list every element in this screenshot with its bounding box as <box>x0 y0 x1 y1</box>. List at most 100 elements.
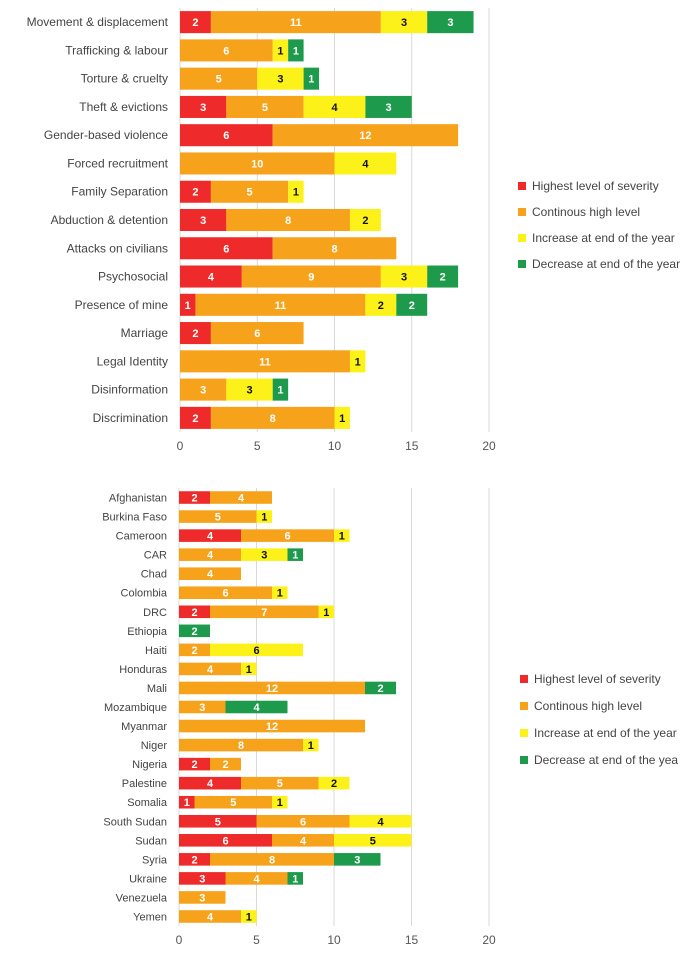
bar-segment <box>179 510 257 523</box>
bar-segment <box>303 738 319 752</box>
bar-segment <box>180 322 211 345</box>
bar-value-label: 5 <box>216 74 222 86</box>
bar-value-label: 1 <box>323 607 329 619</box>
bar-segment <box>180 39 273 62</box>
bar-segment <box>179 529 241 542</box>
bar-segment <box>334 834 412 847</box>
bar-value-label: 1 <box>293 187 299 199</box>
category-label: Family Separation <box>71 185 168 199</box>
bar-segment <box>334 406 350 429</box>
category-label: DRC <box>143 607 167 619</box>
category-label: Disinformation <box>91 383 168 397</box>
bar-segment <box>349 208 381 232</box>
bar-value-label: 2 <box>192 187 198 199</box>
bar-value-label: 4 <box>208 272 215 284</box>
bar-segment <box>226 95 304 118</box>
bar-segment <box>210 643 303 657</box>
bar-value-label: 6 <box>253 645 259 657</box>
bar-value-label: 3 <box>447 17 453 29</box>
legend-swatch <box>518 234 526 242</box>
bar-segment <box>180 208 227 232</box>
bar-segment <box>427 11 474 34</box>
category-label: Mali <box>147 683 167 695</box>
legend-label: Highest level of severity <box>532 179 659 193</box>
bar-value-label: 2 <box>191 607 197 619</box>
bar-segment <box>349 350 366 373</box>
bar-segment <box>180 293 196 316</box>
bar-value-label: 8 <box>270 413 276 425</box>
bar-segment <box>179 548 241 561</box>
bar-segment <box>272 237 397 260</box>
bar-value-label: 12 <box>359 130 371 142</box>
bar-segment <box>179 891 226 904</box>
x-tick-label: 5 <box>254 439 261 453</box>
bar-segment <box>272 39 289 62</box>
bar-segment <box>210 11 381 34</box>
bar-value-label: 8 <box>331 243 337 255</box>
bar-segment <box>180 350 350 373</box>
bar-segment <box>210 605 319 619</box>
category-label: Chad <box>141 569 167 581</box>
bar-value-label: 11 <box>259 356 271 368</box>
bar-segment <box>180 265 242 288</box>
category-label: CAR <box>144 550 167 562</box>
category-label: Ethiopia <box>127 626 168 638</box>
bar-segment <box>194 795 272 809</box>
bar-value-label: 1 <box>246 664 252 676</box>
bar-segment <box>303 67 320 90</box>
category-label: Theft & evictions <box>79 100 168 114</box>
legend-label: Decrease at end of the yea <box>534 753 678 767</box>
bar-value-label: 1 <box>355 356 361 368</box>
bar-value-label: 12 <box>266 721 278 733</box>
bar-segment <box>272 834 334 847</box>
bar-value-label: 1 <box>292 873 298 885</box>
bar-segment <box>179 719 365 733</box>
bar-value-label: 8 <box>238 740 244 752</box>
bar-value-label: 1 <box>308 740 314 752</box>
bar-segment <box>288 180 304 203</box>
bar-value-label: 5 <box>277 778 283 790</box>
bar-segment <box>318 776 350 790</box>
category-label: Discrimination <box>93 411 168 425</box>
legend-swatch <box>520 675 528 683</box>
bar-value-label: 3 <box>200 215 206 227</box>
bar-segment <box>210 757 241 771</box>
bar-segment <box>179 624 210 638</box>
category-label: Cameroon <box>116 531 167 543</box>
legend-swatch <box>518 208 526 216</box>
bar-segment <box>180 124 273 147</box>
category-label: Abduction & detention <box>51 213 168 227</box>
bar-segment <box>226 378 273 401</box>
bar-segment <box>334 152 397 175</box>
bar-segment <box>225 872 288 885</box>
bar-segment <box>179 776 241 790</box>
bar-segment <box>195 293 366 316</box>
category-label: Syria <box>142 854 168 866</box>
legend-label: Increase at end of the year <box>532 231 675 245</box>
bar-segment <box>365 293 397 316</box>
bar-value-label: 5 <box>215 816 221 828</box>
bar-segment <box>257 67 304 90</box>
bar-value-label: 2 <box>440 272 446 284</box>
category-label: Palestine <box>122 778 167 790</box>
bar-segment <box>179 814 257 828</box>
bar-value-label: 2 <box>192 328 198 340</box>
bar-segment <box>365 95 412 118</box>
bar-segment <box>272 378 289 401</box>
category-label: Marriage <box>121 326 169 340</box>
category-label: Venezuela <box>116 892 168 904</box>
bar-segment <box>365 681 396 695</box>
bar-segment <box>180 67 258 90</box>
bar-segment <box>210 406 335 429</box>
category-label: Psychosocial <box>98 270 168 284</box>
bar-value-label: 4 <box>207 911 214 923</box>
bar-value-label: 1 <box>292 550 298 562</box>
bar-value-label: 1 <box>308 74 314 86</box>
bar-segment <box>179 605 210 619</box>
bar-segment <box>180 378 227 401</box>
bar-value-label: 4 <box>238 493 245 505</box>
category-label: Movement & displacement <box>27 15 169 29</box>
bar-value-label: 7 <box>261 607 267 619</box>
bar-segment <box>179 662 241 676</box>
bar-value-label: 2 <box>191 854 197 866</box>
